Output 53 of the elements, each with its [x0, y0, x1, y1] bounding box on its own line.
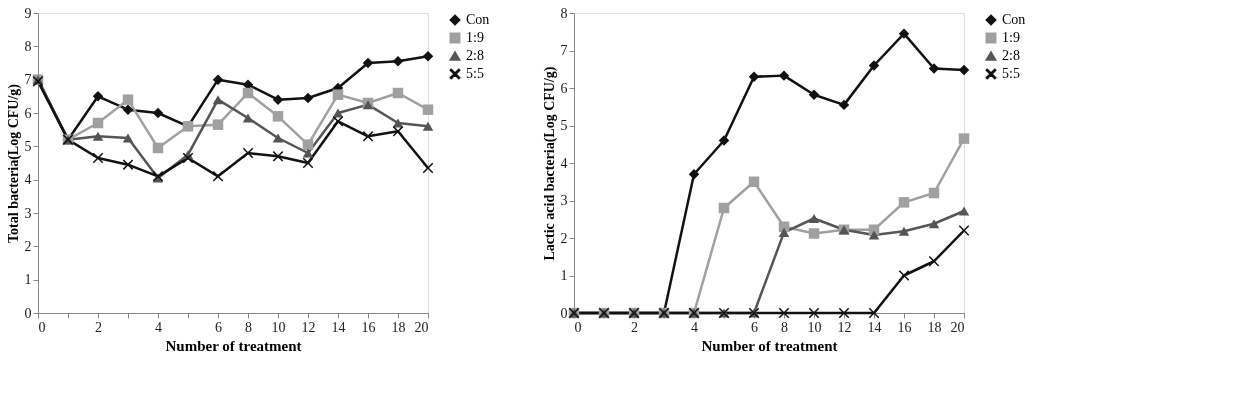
y-tick-label: 6	[560, 80, 568, 96]
x-tick-label: 18	[391, 319, 406, 335]
x-tick-label: 16	[361, 319, 376, 335]
y-tick-label: 5	[24, 138, 32, 154]
y-axis-title: Total bacteria(Log CFU/g)	[5, 83, 22, 243]
x-tick-label: 8	[781, 319, 788, 335]
x-axis-title: Number of treatment	[701, 337, 838, 354]
x-tick-label: 10	[807, 319, 822, 335]
y-tick-label: 0	[24, 305, 32, 321]
y-tick-label: 1	[24, 272, 32, 288]
y-tick-label: 3	[560, 193, 568, 208]
x-tick-label: 12	[301, 319, 316, 335]
x-axis-title: Number of treatment	[165, 337, 302, 354]
y-tick-label: 4	[24, 172, 32, 188]
legend-label: Con	[1002, 12, 1026, 27]
x-tick-label: 20	[950, 319, 965, 335]
x-tick-label: 4	[155, 319, 162, 335]
x-tick-label: 10	[271, 319, 286, 335]
y-tick-label: 4	[560, 155, 568, 171]
x-tick-label: 18	[927, 319, 942, 335]
x-tick-label: 8	[245, 319, 252, 335]
x-tick-label: 0	[574, 319, 582, 335]
x-tick-label: 0	[38, 319, 46, 335]
y-tick-label: 2	[24, 238, 32, 254]
legend-label: 2:8	[1002, 48, 1020, 63]
x-tick-label: 2	[631, 319, 638, 335]
y-tick-label: 8	[24, 38, 32, 54]
legend-label: 5:5	[466, 66, 484, 81]
x-tick-label: 12	[837, 319, 852, 335]
legend-label: 1:9	[466, 30, 484, 45]
y-tick-label: 8	[560, 5, 568, 21]
x-tick-label: 14	[867, 319, 882, 335]
y-axis-title: Lactic acid bacteria(Log CFU/g)	[541, 66, 558, 261]
x-tick-label: 6	[215, 319, 222, 335]
y-tick-label: 3	[24, 205, 32, 221]
legend-label: Con	[466, 12, 490, 27]
legend-label: 2:8	[466, 48, 484, 63]
y-tick-label: 7	[24, 72, 32, 88]
x-tick-label: 2	[95, 319, 102, 335]
y-tick-label: 1	[560, 268, 568, 283]
legend-label: 5:5	[1002, 66, 1020, 81]
x-tick-label: 6	[751, 319, 758, 335]
y-tick-label: 9	[24, 5, 32, 21]
y-tick-label: 5	[560, 118, 568, 133]
x-tick-label: 16	[897, 319, 912, 335]
legend-label: 1:9	[1002, 30, 1020, 45]
x-tick-label: 20	[414, 319, 429, 335]
x-tick-label: 14	[331, 319, 346, 335]
y-tick-label: 7	[560, 43, 568, 58]
y-tick-label: 0	[560, 305, 568, 321]
y-tick-label: 2	[560, 230, 568, 246]
x-tick-label: 4	[691, 319, 698, 335]
y-tick-label: 6	[24, 105, 32, 121]
